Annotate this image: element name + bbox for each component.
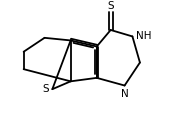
Text: S: S bbox=[43, 84, 49, 94]
Text: N: N bbox=[121, 89, 128, 99]
Text: NH: NH bbox=[135, 31, 151, 41]
Text: S: S bbox=[107, 1, 114, 11]
